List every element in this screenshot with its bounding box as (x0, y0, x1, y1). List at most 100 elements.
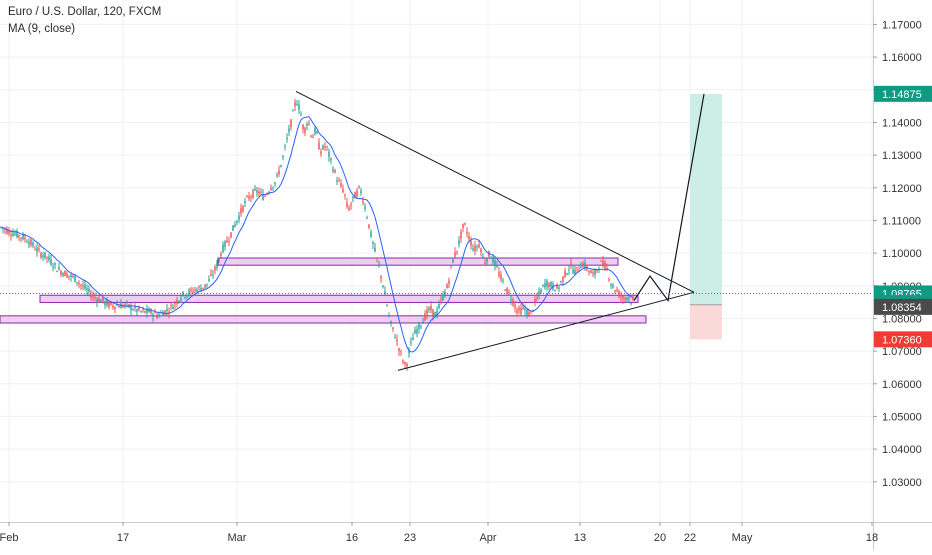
candle-body (280, 165, 282, 167)
candle-body (226, 240, 228, 243)
candle-body (574, 269, 576, 275)
candle-body (70, 274, 72, 277)
candle-body (238, 215, 240, 220)
x-tick-label: 18 (866, 532, 878, 544)
candle-body (326, 146, 328, 148)
candle-body (358, 185, 360, 188)
candle-body (304, 127, 306, 133)
candle-body (306, 123, 308, 126)
candle-body (52, 266, 54, 268)
target-zone (690, 93, 722, 305)
candle-body (562, 276, 564, 282)
candle-body (596, 270, 598, 272)
candle-body (260, 191, 262, 193)
candle-body (330, 158, 332, 161)
candle-body (178, 300, 180, 303)
candle-body (116, 304, 118, 306)
projection-path (633, 93, 705, 302)
candle-body (250, 196, 252, 198)
candle-body (214, 266, 216, 271)
candle-body (236, 220, 238, 223)
candle-body (382, 285, 384, 287)
candle-body (558, 287, 560, 289)
y-tick-label: 1.17000 (882, 19, 922, 31)
candle-body (246, 196, 248, 198)
candle-body (346, 202, 348, 207)
candle-body (216, 262, 218, 268)
candle-body (502, 280, 504, 282)
candle-body (380, 275, 382, 279)
candle-body (204, 284, 206, 288)
support-resistance-zone (39, 294, 639, 303)
candle-body (162, 312, 164, 317)
candle-body (140, 310, 142, 312)
candle-body (620, 295, 622, 297)
candle-body (422, 321, 424, 324)
candle-body (536, 297, 538, 299)
candle-body (146, 308, 148, 313)
candle-body (546, 280, 548, 287)
candle-body (180, 298, 182, 301)
candle-body (410, 341, 412, 343)
candle-body (110, 302, 112, 305)
symbol-legend[interactable]: Euro / U.S. Dollar, 120, FXCM (8, 6, 162, 18)
candle-body (138, 307, 140, 310)
candle-body (142, 309, 144, 311)
candle-body (386, 305, 388, 307)
price-tag-label: 1.07360 (882, 334, 922, 346)
candle-body (134, 305, 136, 309)
candle-body (550, 281, 552, 287)
candle-body (452, 259, 454, 263)
candle-body (548, 283, 550, 287)
candle-body (454, 252, 456, 257)
candle-body (476, 246, 478, 248)
candle-body (406, 363, 408, 367)
candle-body (186, 294, 188, 297)
candle-body (270, 187, 272, 190)
candle-body (90, 294, 92, 298)
x-tick-label: May (732, 532, 753, 544)
candle-body (196, 289, 198, 293)
candle-body (388, 315, 390, 317)
candle-body (94, 297, 96, 299)
candle-body (584, 262, 586, 269)
candle-body (100, 300, 102, 303)
candle-body (34, 249, 36, 251)
candle-body (288, 128, 290, 133)
candle-body (514, 304, 516, 308)
candle-body (352, 196, 354, 198)
candle-body (98, 298, 100, 303)
price-tag-stop (874, 331, 932, 348)
y-tick-label: 1.12000 (882, 183, 922, 195)
candle-body (74, 275, 76, 283)
candle-body (526, 309, 528, 316)
candle-body (390, 320, 392, 324)
candle-body (284, 145, 286, 147)
candle-body (466, 231, 468, 234)
candle-body (82, 285, 84, 287)
y-tick-label: 1.08000 (882, 313, 922, 325)
candle-body (12, 233, 14, 237)
candle-body (272, 187, 274, 189)
candle-body (166, 308, 168, 311)
candle-body (298, 104, 300, 110)
candle-body (362, 200, 364, 203)
candle-body (408, 350, 410, 353)
indicator-legend[interactable]: MA (9, close) (8, 23, 76, 35)
candle-body (228, 240, 230, 242)
candle-body (588, 270, 590, 273)
candle-body (188, 290, 190, 295)
candle-body (14, 233, 16, 235)
candle-body (458, 240, 460, 245)
candle-body (126, 302, 128, 304)
candle-body (200, 288, 202, 291)
candle-body (44, 252, 46, 258)
candle-body (222, 244, 224, 253)
x-tick-label: 20 (654, 532, 666, 544)
candle-body (404, 361, 406, 365)
candle-body (450, 265, 452, 267)
candle-body (88, 288, 90, 292)
x-tick-label: 23 (404, 532, 416, 544)
